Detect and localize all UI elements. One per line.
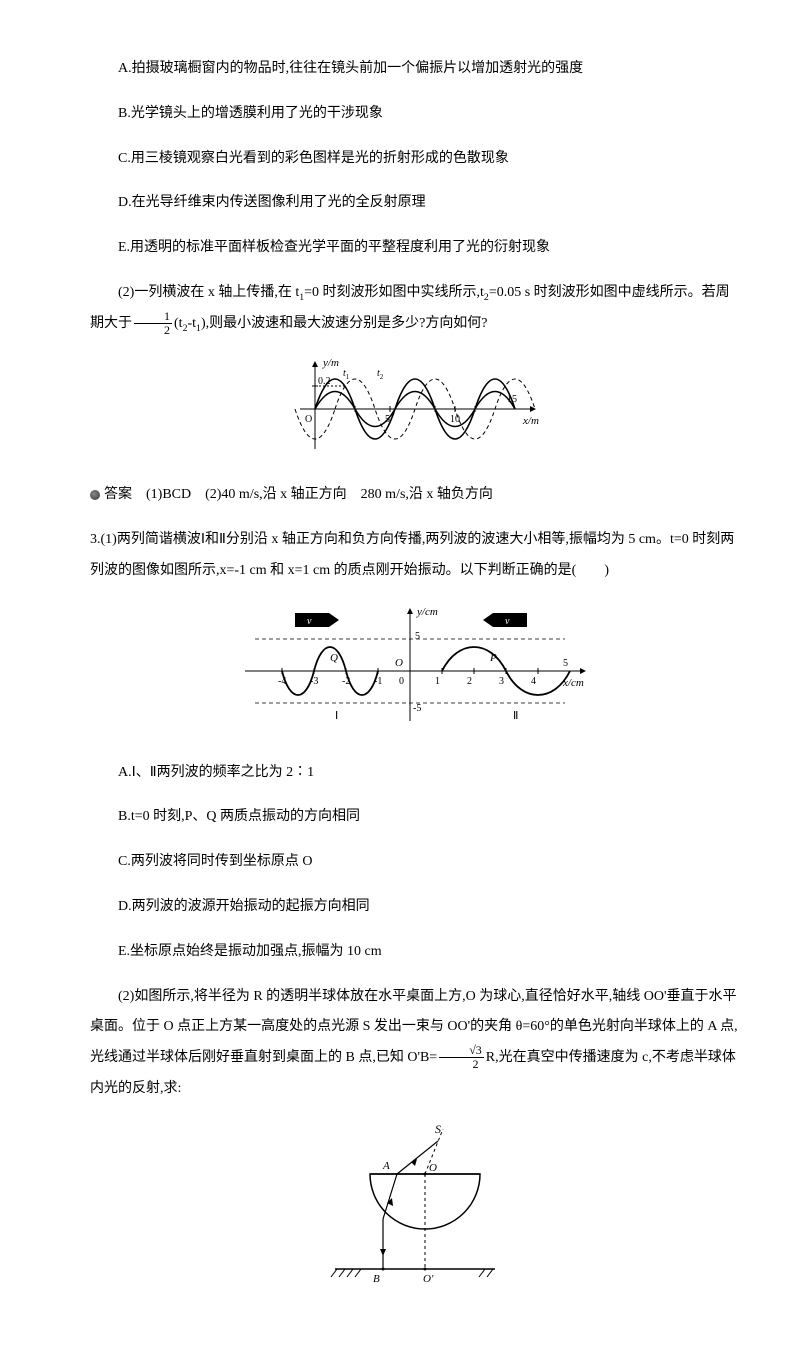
answer-label: 答案 (104, 487, 132, 502)
svg-text:A: A (382, 1160, 390, 1172)
svg-text:O: O (429, 1162, 437, 1174)
svg-text:S: S (435, 1122, 441, 1136)
svg-text:y/cm: y/cm (416, 606, 438, 618)
svg-text:O: O (305, 414, 312, 425)
svg-text:B: B (373, 1273, 380, 1285)
svg-text:Q: Q (330, 652, 338, 664)
svg-text:2: 2 (467, 676, 472, 687)
svg-text:-5: -5 (413, 703, 421, 714)
figure-wave-2: y/cm x/cm 5 -5 v v -4 -3 -2 -1 0 1 2 3 4… (90, 601, 740, 744)
v-arrow-left: v (295, 613, 339, 627)
option-3a: A.Ⅰ、Ⅱ两列波的频率之比为 2∶1 (90, 758, 740, 789)
option-3b: B.t=0 时刻,P、Q 两质点振动的方向相同 (90, 802, 740, 833)
figure-wave-1: y/m x/m 0.2 t1 t2 5 10 15 O (90, 354, 740, 467)
v-arrow-right: v (483, 613, 527, 627)
svg-text:15: 15 (507, 394, 517, 405)
fig1-ylabel: y/m (322, 357, 339, 369)
svg-text:Ⅰ: Ⅰ (335, 710, 338, 722)
svg-text:5: 5 (385, 414, 390, 425)
figure-hemisphere: S A O B O' (90, 1119, 740, 1302)
svg-text:t1: t1 (343, 368, 350, 381)
option-b: B.光学镜头上的增透膜利用了光的干涉现象 (90, 99, 740, 130)
option-d: D.在光导纤维束内传送图像利用了光的全反射原理 (90, 188, 740, 219)
option-e: E.用透明的标准平面样板检查光学平面的平整程度利用了光的衍射现象 (90, 233, 740, 264)
svg-text:O: O (395, 657, 403, 669)
option-a: A.拍摄玻璃橱窗内的物品时,往往在镜头前加一个偏振片以增加透射光的强度 (90, 54, 740, 85)
svg-text:Ⅱ: Ⅱ (513, 710, 518, 722)
svg-text:3: 3 (499, 676, 504, 687)
svg-text:P: P (489, 652, 497, 664)
fig1-xlabel: x/m (522, 415, 539, 427)
svg-text:5: 5 (563, 658, 568, 669)
svg-text:4: 4 (531, 676, 536, 687)
svg-text:5: 5 (415, 631, 420, 642)
option-3d: D.两列波的波源开始振动的起振方向相同 (90, 892, 740, 923)
svg-text:1: 1 (435, 676, 440, 687)
answer-line: 答案 (1)BCD (2)40 m/s,沿 x 轴正方向 280 m/s,沿 x… (90, 480, 740, 511)
question-3-part1: 3.(1)两列简谐横波Ⅰ和Ⅱ分别沿 x 轴正方向和负方向传播,两列波的波速大小相… (90, 525, 740, 587)
question-3-part2: (2)如图所示,将半径为 R 的透明半球体放在水平桌面上方,O 为球心,直径恰好… (90, 982, 740, 1105)
option-3c: C.两列波将同时传到坐标原点 O (90, 847, 740, 878)
svg-text:v: v (307, 616, 312, 627)
option-3e: E.坐标原点始终是振动加强点,振幅为 10 cm (90, 937, 740, 968)
question-2-part2: (2)一列横波在 x 轴上传播,在 t1=0 时刻波形如图中实线所示,t2=0.… (90, 278, 740, 340)
answer-dot-icon (90, 490, 100, 500)
svg-text:t2: t2 (377, 368, 384, 381)
svg-text:v: v (505, 616, 510, 627)
svg-text:O': O' (423, 1273, 434, 1285)
svg-text:0: 0 (399, 676, 404, 687)
svg-text:10: 10 (450, 414, 460, 425)
option-c: C.用三棱镜观察白光看到的彩色图样是光的折射形成的色散现象 (90, 144, 740, 175)
